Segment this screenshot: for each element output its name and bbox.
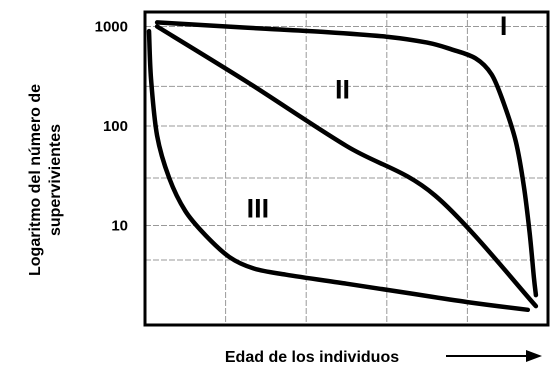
survivorship-curves — [146, 20, 539, 313]
y-tick-label: 10 — [111, 218, 128, 235]
y-axis-label: Logaritmo del número de supervivientes — [27, 84, 64, 276]
y-axis-label-line: supervivientes — [47, 124, 64, 236]
survivorship-curve-I — [154, 20, 539, 298]
y-axis-label-line: Logaritmo del número de — [27, 84, 44, 276]
grid — [145, 12, 548, 325]
survivorship-curve-III — [146, 28, 531, 313]
y-tick-label: 1000 — [95, 19, 128, 36]
curve-label-III: III — [247, 194, 270, 224]
survivorship-curve-II — [154, 24, 539, 309]
x-axis-label: Edad de los individuos — [225, 349, 399, 366]
x-axis-arrow — [446, 350, 542, 362]
curve-label-I: I — [500, 11, 508, 41]
y-tick-labels: 1000 100 10 — [95, 19, 128, 235]
curve-label-II: II — [335, 74, 350, 104]
plot-frame — [143, 10, 550, 327]
y-tick-label: 100 — [103, 118, 128, 135]
